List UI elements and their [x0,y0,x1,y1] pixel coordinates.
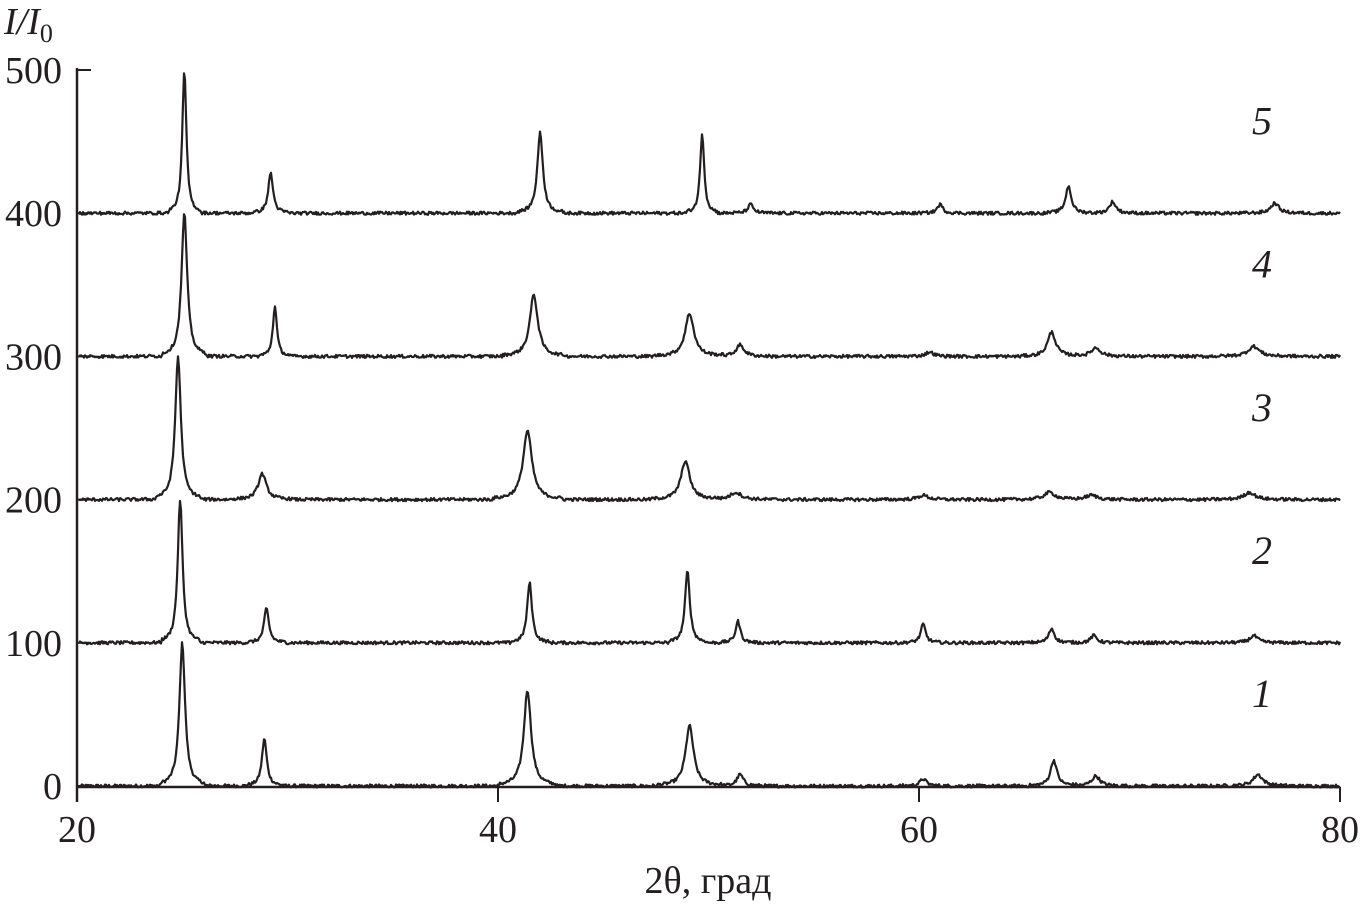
x-tick-label: 60 [900,809,938,851]
y-tick-label: 400 [5,193,62,235]
series-5-line [77,72,1341,216]
series-1-line [78,641,1341,789]
series-label-3: 3 [1251,385,1272,430]
series-label-5: 5 [1252,98,1272,143]
x-tick-label: 80 [1321,809,1359,851]
series-label-1: 1 [1252,671,1272,716]
x-tick-label: 40 [479,809,517,851]
series-2-line [78,499,1342,646]
series-label-4: 4 [1252,242,1272,287]
x-axis-title: 2θ, град [645,860,772,902]
y-tick-label: 500 [5,50,62,92]
x-tick-label: 20 [58,809,96,851]
series-label-2: 2 [1252,528,1272,573]
series-3-line [78,355,1341,503]
y-tick-label: 300 [5,336,62,378]
axes [75,68,1340,802]
y-axis-title: I/I0 [3,1,53,48]
series-4-line [78,213,1341,359]
y-tick-label: 200 [5,480,62,522]
y-tick-label: 100 [5,623,62,665]
y-tick-label: 0 [43,766,62,808]
